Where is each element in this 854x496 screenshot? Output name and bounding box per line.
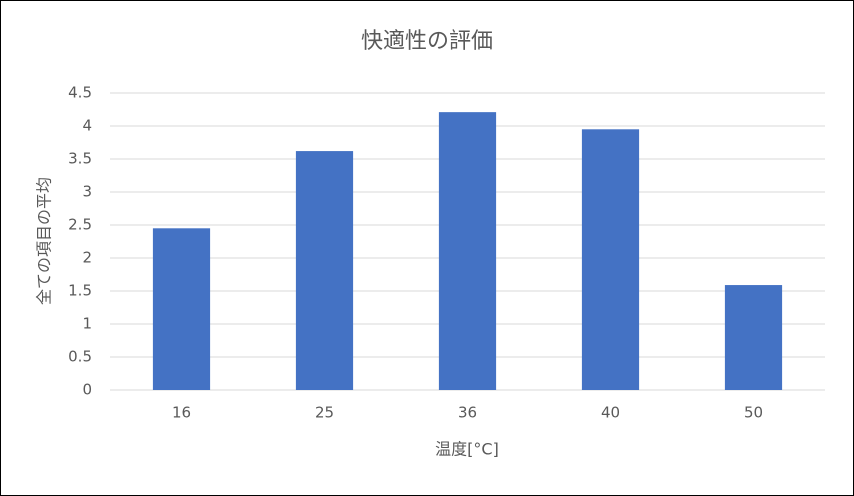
bar: [724, 285, 783, 390]
y-axis-label: 全ての項目の平均: [35, 177, 54, 305]
bar: [295, 151, 354, 390]
x-tick-label: 36: [458, 404, 477, 422]
x-tick-label: 50: [744, 404, 763, 422]
x-axis-label: 温度[°C]: [435, 440, 499, 459]
bar: [152, 228, 211, 390]
y-tick-label: 3.5: [68, 150, 92, 168]
y-tick-label: 1: [82, 315, 92, 333]
x-tick-label: 25: [315, 404, 334, 422]
bar: [581, 129, 640, 391]
x-tick-label: 40: [601, 404, 620, 422]
y-tick-label: 2: [82, 249, 92, 267]
y-tick-label: 1.5: [68, 282, 92, 300]
y-tick-label: 0.5: [68, 348, 92, 366]
y-tick-label: 2.5: [68, 216, 92, 234]
y-tick-label: 4.5: [68, 84, 92, 102]
y-tick-label: 3: [82, 183, 92, 201]
y-tick-label: 4: [82, 117, 92, 135]
chart-title: 快適性の評価: [361, 29, 493, 54]
bar: [438, 112, 497, 390]
y-tick-label: 0: [82, 381, 92, 399]
x-tick-label: 16: [172, 404, 191, 422]
